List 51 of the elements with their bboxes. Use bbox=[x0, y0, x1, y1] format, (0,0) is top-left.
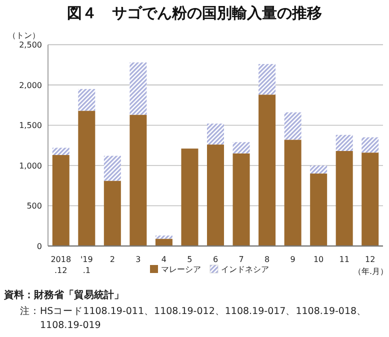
bar bbox=[52, 148, 70, 156]
bar bbox=[258, 64, 276, 95]
bar bbox=[52, 155, 70, 246]
legend-label: マレーシア bbox=[161, 265, 201, 274]
bar bbox=[284, 112, 302, 140]
bar bbox=[104, 156, 121, 181]
y-tick-label: 500 bbox=[26, 202, 42, 211]
bar bbox=[104, 180, 121, 246]
x-tick-label: 5 bbox=[187, 255, 192, 264]
text: 注：HSコード1108.19-011、1108.19-012、1108.19-017、1108.19-018、1108.19-019 bbox=[20, 305, 367, 331]
y-axis-title: （トン） bbox=[8, 31, 40, 40]
bar bbox=[284, 140, 302, 246]
bar bbox=[130, 62, 147, 115]
x-tick-label: 8 bbox=[264, 255, 270, 264]
x-tick-label: 7 bbox=[238, 255, 244, 264]
chart-title: 図４ サゴでん粉の国別輸入量の推移 bbox=[67, 4, 322, 22]
x-tick-label: 12 bbox=[365, 255, 376, 264]
x-tick-label: 11 bbox=[339, 255, 350, 264]
x-tick-label: 2 bbox=[110, 255, 115, 264]
bar bbox=[181, 148, 198, 246]
y-tick-label: 2,500 bbox=[19, 40, 42, 50]
bar bbox=[336, 150, 353, 246]
text: 資料：財務省「貿易統計」 bbox=[3, 289, 124, 301]
x-tick-label: 10 bbox=[313, 255, 324, 264]
x-tick-label: 3 bbox=[136, 255, 141, 264]
bar bbox=[362, 152, 379, 246]
bar bbox=[78, 110, 96, 246]
y-tick-label: 0 bbox=[36, 242, 42, 251]
x-tick-label: 9 bbox=[290, 255, 296, 264]
x-tick-label: 2018 .12 bbox=[50, 255, 72, 275]
bar bbox=[155, 236, 172, 239]
bar bbox=[130, 114, 147, 246]
legend-label: インドネシア bbox=[221, 265, 269, 274]
bar bbox=[336, 134, 353, 151]
y-tick-label: 1,000 bbox=[19, 161, 42, 170]
bar bbox=[362, 137, 379, 153]
bar bbox=[206, 144, 224, 246]
x-tick-label: '19 .1 bbox=[80, 255, 93, 275]
x-tick-label: 6 bbox=[212, 255, 218, 264]
bar bbox=[78, 88, 96, 111]
y-tick-label: 2,000 bbox=[19, 80, 42, 90]
bar bbox=[310, 165, 328, 174]
y-tick-label: 1,500 bbox=[19, 121, 42, 130]
bar bbox=[155, 238, 172, 246]
x-tick-label: 4 bbox=[161, 255, 167, 264]
bar bbox=[310, 174, 328, 246]
x-axis-title: （年.月） bbox=[353, 267, 388, 276]
bar bbox=[232, 142, 250, 154]
bar bbox=[232, 153, 250, 246]
bar bbox=[258, 94, 276, 246]
bar bbox=[206, 124, 224, 145]
